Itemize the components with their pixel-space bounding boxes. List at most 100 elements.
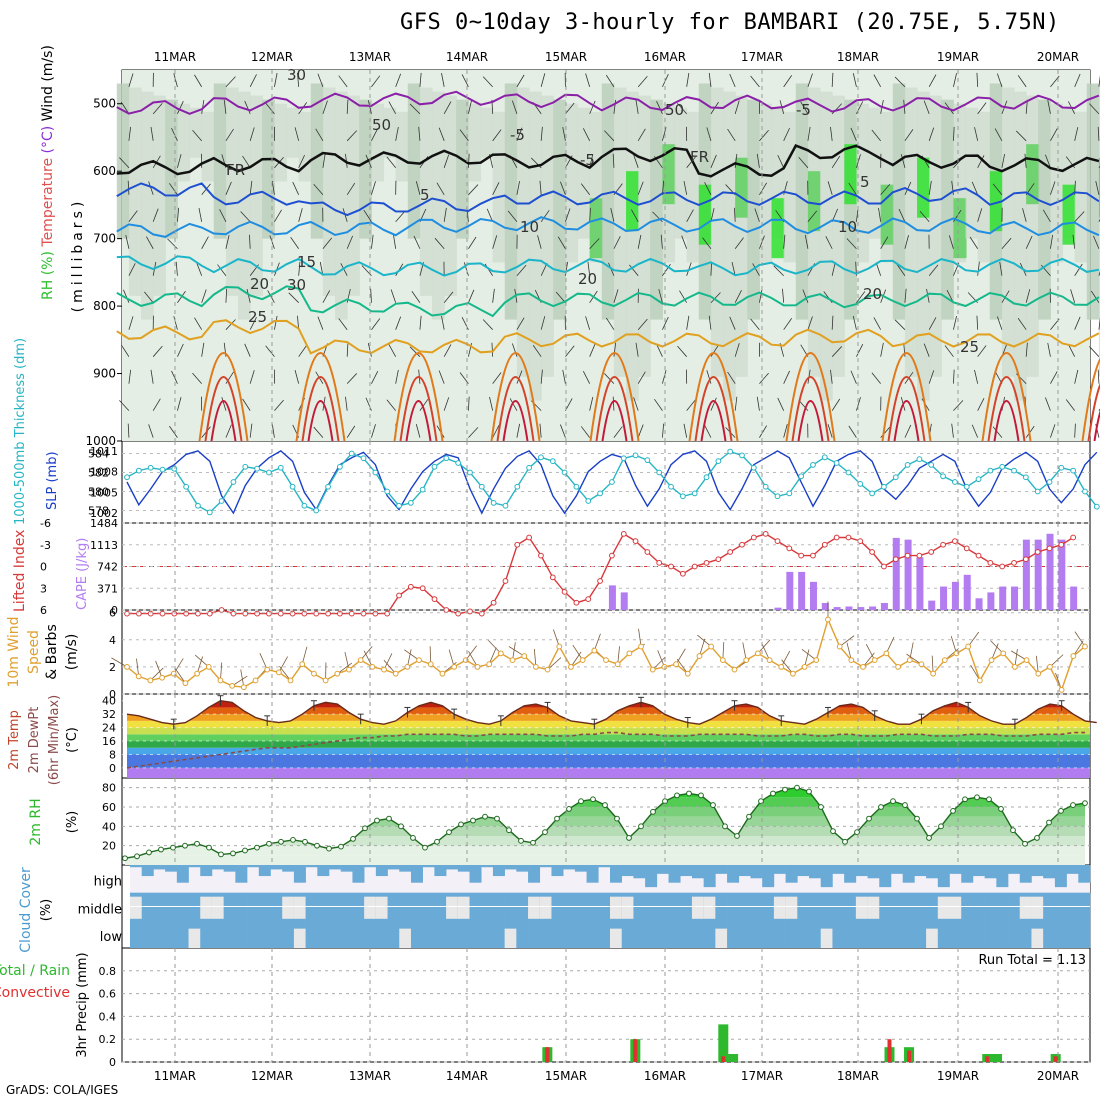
cloud-bar-high [785,865,798,883]
wind-barb [686,72,690,87]
cloud-bar-high [610,865,623,883]
rh-shade [310,83,324,239]
wind-barb [512,642,516,661]
temperature-contour-hot [993,400,1020,442]
rh-line-point [710,802,716,808]
rh-shade [371,103,385,182]
y-tick-label: 20 [102,840,116,853]
wind-barb [871,129,881,142]
wind-barb [169,183,178,196]
wind-barb [1097,369,1100,384]
cloud-gap-middle [703,896,716,919]
temperature-contour-hot [295,352,346,442]
wind-barb [704,424,712,438]
y-tick-label: 24 [102,722,116,735]
rh-shade [965,107,979,239]
cloud-gap-middle [539,896,552,919]
chart-title: GFS 0~10day 3-hourly for BAMBARI (20.75E… [400,10,1060,35]
cloud-bar-high [457,865,470,872]
wind-barb [635,342,639,357]
cloud-bar-high [996,865,1009,888]
cloud-bar-high [165,865,178,872]
cloud-bar-high [937,865,950,888]
rh-moist-shade [844,144,858,205]
cloud-bar-high [305,865,318,868]
cloud-bar-high [200,865,213,877]
y-tick-label-right: 1002 [90,507,118,520]
date-label-bottom: 19MAR [937,1069,979,1083]
cloud-bar-high [504,865,517,870]
wind-barb [516,127,523,141]
wind-speed-line-point [614,661,621,668]
wind-barb [662,370,667,384]
rh-moist-shade [735,157,749,218]
wind-barb [931,655,934,674]
cloud-gap-middle [282,896,295,919]
rh-line-point [566,806,572,812]
wind-barb [617,646,620,665]
wind-barb [1017,318,1027,330]
rh-shade [601,83,615,320]
wind-barb [773,265,784,277]
y-tick-label: 80 [102,782,116,795]
cloud-gap-middle [200,896,213,919]
wind-barb [971,181,979,195]
wind-barb [119,400,130,411]
y-tick-label: 60 [102,801,116,814]
temperature-contour [116,90,1100,115]
temperature-contour-hot [601,400,628,442]
wind-speed-line-point [1023,657,1030,664]
wind-speed-line-point [474,664,481,670]
wind-speed-line-point [381,666,387,673]
cloud-bar-high [598,865,611,868]
thickness-line-point [644,457,651,464]
wind-speed-line-point [334,670,341,677]
wind-barb [301,646,308,665]
wind-barb [994,128,1003,142]
thickness-line-point [514,483,521,490]
rh-line-point [542,829,548,836]
wind-speed-line-point [754,650,761,657]
contour-label: 30 [287,66,306,84]
wind-speed-line-point [427,661,434,668]
cloud-bar-high [446,865,459,870]
rh-moist-shade [1062,184,1076,245]
rh-line-point [626,835,632,841]
wind-barb [710,154,717,168]
wind-barb [123,289,130,303]
wind-barb [459,372,469,384]
contour-label: 25 [960,338,979,356]
wind-barb [443,397,450,411]
wind-barb [415,181,421,195]
wind-barb [928,317,937,330]
li-line-point [455,610,462,617]
thickness-line-point [538,454,544,461]
wind-barb [759,129,769,142]
y-tick-label: 500 [93,97,116,111]
date-label-bottom: 11MAR [154,1069,196,1083]
rh-line-point [230,850,236,857]
wind-barb [441,73,445,87]
cloud-bar-low [329,892,342,948]
wind-barb [279,666,291,681]
temperature-contour-hot [399,376,438,442]
wind-barb [631,209,639,222]
wind-barb [371,181,376,195]
wind-barb [125,235,130,249]
wind-barb [976,72,979,87]
date-label-bottom: 17MAR [741,1069,783,1083]
rh-shade [383,107,397,158]
thickness-line-point [987,467,994,474]
li-line-point [147,610,154,617]
li-line-point [325,610,331,617]
temperature-contour-hot [700,400,727,442]
rh-shade [1014,91,1027,401]
thickness-line-point [348,450,355,457]
cloud-bar-high [972,865,985,877]
rh-shade [177,103,191,182]
cloud-bar-high [270,865,283,870]
wind-speed-line-point [930,670,937,677]
cloud-bar-high [680,865,693,877]
wind-barb [383,653,393,670]
